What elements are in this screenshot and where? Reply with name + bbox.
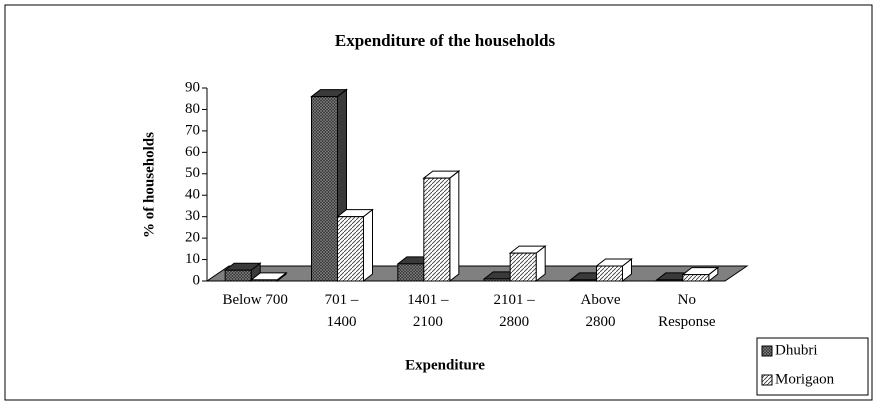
x-tick-label: 2101 –2800 [494, 292, 536, 330]
y-tick-label: 80 [185, 101, 200, 117]
x-tick-label: Below 700 [222, 292, 287, 308]
x-axis-label: Expenditure [405, 357, 485, 373]
bar [681, 266, 720, 283]
y-tick-label: 50 [185, 165, 200, 181]
y-tick-label: 0 [193, 272, 201, 288]
x-tick-label: No Response [658, 292, 716, 330]
x-tick-label: 701 –1400 [325, 292, 359, 330]
bar-face [250, 279, 278, 282]
bar-face [483, 278, 511, 282]
bar-face [363, 208, 373, 283]
bar [508, 245, 547, 283]
x-tick-label: Above 2800 [581, 292, 621, 330]
y-tick-label: 20 [185, 230, 200, 246]
y-tick-label: 90 [185, 79, 200, 95]
bar [336, 208, 374, 283]
bar-face [596, 265, 623, 282]
bar-face [449, 170, 460, 283]
y-axis-label: % of households [141, 132, 157, 238]
legend [756, 337, 869, 396]
legend-label: Dhubri [775, 342, 818, 358]
legend-swatch [761, 345, 773, 357]
bar-face [423, 177, 451, 282]
y-tick-label: 30 [185, 208, 200, 224]
chart-title: Expenditure of the households [335, 31, 556, 50]
bar [223, 262, 262, 283]
bar-face [570, 279, 597, 282]
bar-face [337, 216, 364, 282]
bar-face [397, 263, 425, 282]
x-tick-label: 1401 –2100 [407, 292, 449, 330]
bar [249, 271, 288, 283]
bar [310, 88, 348, 283]
bar [595, 257, 633, 283]
y-tick-label: 60 [185, 144, 200, 160]
bar-face [509, 252, 537, 282]
y-tick-label: 70 [185, 122, 200, 138]
y-tick-label: 10 [185, 251, 200, 267]
legend-label: Morigaon [775, 371, 835, 387]
bar [422, 170, 461, 283]
y-tick-label: 40 [185, 187, 200, 203]
bar-face [656, 279, 684, 282]
bar-face [311, 96, 338, 282]
bar-face [224, 269, 252, 282]
legend-swatch [761, 374, 773, 386]
bar-face [682, 274, 710, 282]
